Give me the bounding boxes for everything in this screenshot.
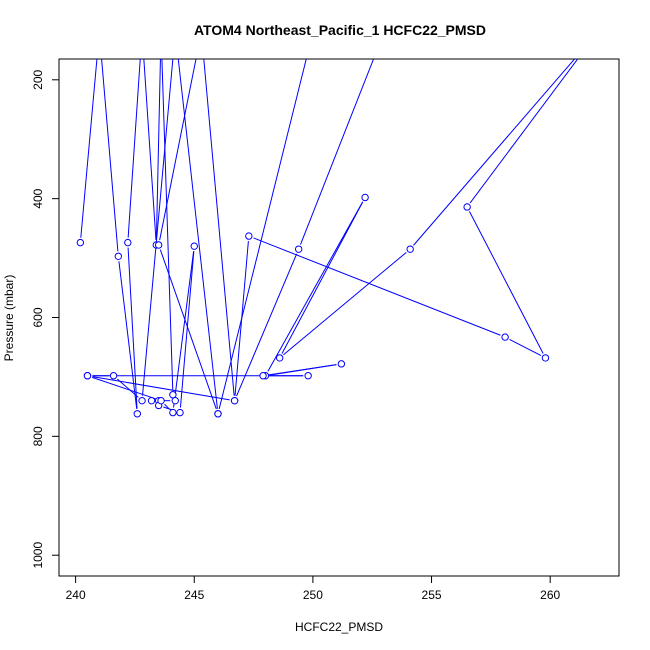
series-segment [164,403,170,410]
data-point [406,245,414,253]
x-tick-label: 240 [66,588,86,602]
data-point [124,238,132,247]
series-segment [159,59,197,241]
data-point [169,391,177,399]
series-layer [76,59,579,418]
series-segment [236,253,298,397]
data-point [304,372,312,380]
y-tick-label: 1000 [31,542,45,569]
series-segment [468,211,544,354]
series-segment [92,376,157,400]
series-segment [101,59,119,252]
data-point [294,245,303,253]
data-point [83,372,92,380]
y-tick-label: 800 [31,426,45,446]
series-segment [267,364,337,376]
series-segment [155,59,161,241]
data-point [133,410,142,418]
series-segment [117,378,139,398]
data-point [169,408,177,417]
data-point [138,396,146,405]
series-segment [173,251,195,408]
data-point [171,396,179,405]
series-segment [469,59,579,204]
data-point [245,232,253,240]
series-segment [80,59,98,238]
data-point [230,396,239,405]
y-tick-label: 600 [31,307,45,327]
data-point [114,252,123,260]
series-segment [127,247,138,409]
y-tick-label: 400 [31,188,45,208]
data-point [154,241,163,249]
series-segment [300,59,375,245]
series-segment [92,376,230,401]
data-point [259,372,267,380]
data-point [541,354,550,362]
plot-frame [58,58,620,577]
series-segment [179,251,195,408]
data-point [157,396,165,405]
series-segment [159,249,217,410]
x-axis-label: HCFC22_PMSD [295,620,383,634]
x-tick-label: 250 [303,588,323,602]
series-segment [413,59,576,246]
data-point [501,333,509,341]
series-segment [143,59,157,241]
x-tick-label: 255 [422,588,442,602]
x-tick-label: 260 [540,588,560,602]
data-point [337,360,346,368]
series-segment [118,261,138,409]
data-point [214,410,222,418]
series-segment [177,59,218,409]
y-axis-label: Pressure (mbar) [2,275,16,362]
chart-title: ATOM4 Northeast_Pacific_1 HCFC22_PMSD [194,22,486,38]
data-point [463,203,471,211]
y-axis: 200 400 600 800 1000 [31,69,60,569]
data-point [176,408,184,417]
data-point [361,193,369,202]
x-axis: 240 245 250 255 260 [66,575,561,602]
series-segment [127,59,141,238]
series-segment [203,59,235,396]
y-tick-label: 200 [31,69,45,89]
x-tick-label: 245 [184,588,204,602]
series-segment [267,201,364,372]
series-segment [253,237,501,336]
series-segment [161,59,174,390]
series-segment [142,59,174,396]
data-point [275,354,284,362]
series-segment [283,251,407,356]
data-point [76,238,85,247]
series-segment [281,201,364,354]
series-segment [218,59,307,410]
data-point [147,396,156,405]
series-segment [509,338,542,357]
data-point [190,242,198,250]
data-point [109,372,118,380]
